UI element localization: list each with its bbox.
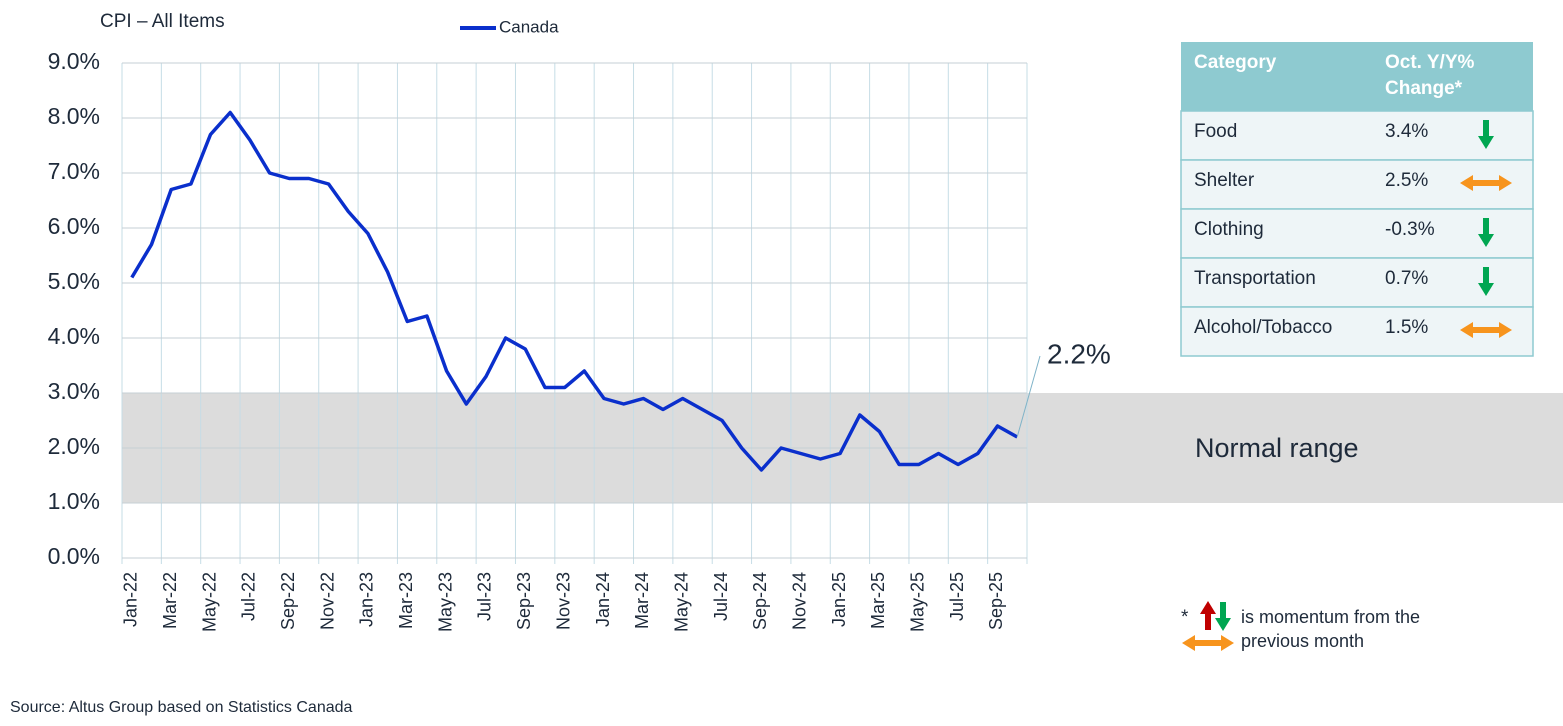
x-tick-label: May-24 — [671, 572, 691, 632]
x-tick-label: Sep-25 — [986, 572, 1006, 630]
x-tick-label: Mar-25 — [868, 572, 888, 629]
y-tick-label: 7.0% — [48, 158, 100, 184]
x-tick-label: Nov-23 — [553, 572, 573, 630]
table-header: Oct. Y/Y% Change* — [1385, 52, 1475, 99]
x-tick-label: Nov-22 — [317, 572, 337, 630]
y-tick-label: 8.0% — [48, 103, 100, 129]
y-tick-label: 2.0% — [48, 433, 100, 459]
momentum-arrow-down — [1478, 120, 1494, 149]
x-tick-label: Mar-23 — [396, 572, 416, 629]
momentum-arrow-up — [1200, 601, 1216, 630]
table-row-bg — [1180, 208, 1534, 259]
y-tick-label: 1.0% — [48, 488, 100, 514]
table-cell: 3.4% — [1385, 121, 1428, 142]
x-tick-label: Jan-22 — [121, 572, 141, 627]
x-tick-label: Mar-24 — [632, 572, 652, 629]
normal-range-label: Normal range — [1195, 433, 1359, 463]
x-tick-label: Jul-23 — [475, 572, 495, 621]
table-row-bg — [1180, 257, 1534, 308]
table-cell: Clothing — [1194, 219, 1264, 240]
source: Source: Altus Group based on Statistics … — [10, 699, 353, 716]
x-tick-label: Sep-22 — [278, 572, 298, 630]
x-tick-label: Jul-22 — [239, 572, 259, 621]
x-tick-label: Sep-23 — [514, 572, 534, 630]
x-tick-label: Jul-25 — [947, 572, 967, 621]
y-tick-label: 6.0% — [48, 213, 100, 239]
footnote-text: is momentum from the — [1241, 607, 1420, 627]
table-cell: -0.3% — [1385, 219, 1435, 240]
y-tick-label: 5.0% — [48, 268, 100, 294]
x-tick-label: Jul-24 — [711, 572, 731, 621]
table-cell: Alcohol/Tobacco — [1194, 317, 1332, 338]
table-cell: Food — [1194, 121, 1237, 142]
table-cell: 1.5% — [1385, 317, 1428, 338]
x-tick-label: May-22 — [199, 572, 219, 632]
y-tick-label: 9.0% — [48, 48, 100, 74]
line-series — [130, 110, 1019, 472]
annotation-leader — [1016, 355, 1041, 438]
table-cell: Transportation — [1194, 268, 1316, 289]
y-tick-label: 3.0% — [48, 378, 100, 404]
table-cell: 2.5% — [1385, 170, 1428, 191]
x-tick-label: Nov-24 — [790, 572, 810, 630]
y-tick-label: 4.0% — [48, 323, 100, 349]
table-cell: 0.7% — [1385, 268, 1428, 289]
x-tick-label: Jan-23 — [357, 572, 377, 627]
table-cell: Shelter — [1194, 170, 1255, 191]
footnote-text: previous month — [1241, 631, 1364, 651]
momentum-arrow-down — [1215, 602, 1231, 631]
momentum-arrow-flat — [1182, 635, 1234, 651]
x-tick-label: May-25 — [908, 572, 928, 632]
x-tick-label: Mar-22 — [160, 572, 180, 629]
x-tick-label: May-23 — [435, 572, 455, 632]
table-header: Category — [1194, 52, 1277, 73]
annotation: 2.2% — [1047, 338, 1111, 369]
legend-label: Canada — [499, 17, 559, 36]
y-tick-label: 0.0% — [48, 543, 100, 569]
table-header-bg — [1181, 42, 1533, 111]
footnote-mark: * — [1181, 607, 1189, 628]
momentum-arrow-flat — [1460, 175, 1512, 191]
chart-title: CPI – All Items — [100, 11, 225, 32]
momentum-arrow-down — [1478, 267, 1494, 296]
momentum-arrow-flat — [1460, 322, 1512, 338]
x-tick-label: Jan-25 — [829, 572, 849, 627]
x-tick-label: Jan-24 — [593, 572, 613, 627]
momentum-arrow-down — [1478, 218, 1494, 247]
x-tick-label: Sep-24 — [750, 572, 770, 630]
